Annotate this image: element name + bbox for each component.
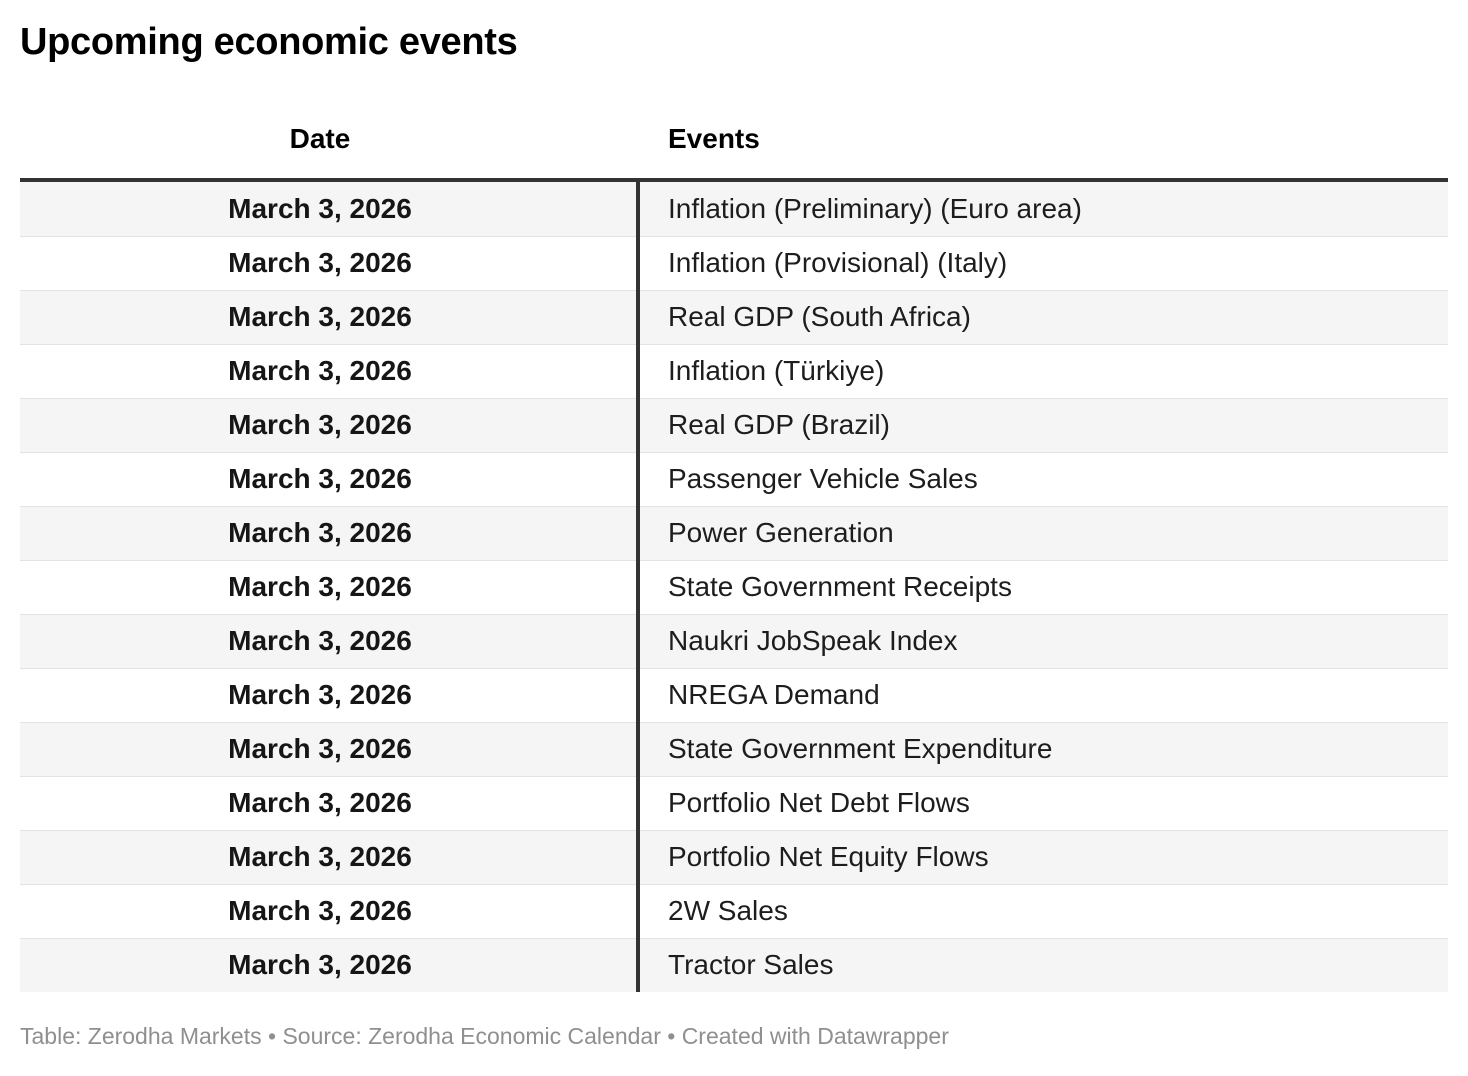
table-header-row: Date Events [20,106,1448,182]
table-row: March 3, 2026 Real GDP (Brazil) [20,397,1448,452]
date-cell: March 3, 2026 [228,625,412,657]
date-cell: March 3, 2026 [228,733,412,765]
event-cell: Real GDP (Brazil) [668,409,890,441]
table-row: March 3, 2026 Tractor Sales [20,937,1448,992]
event-cell: Inflation (Türkiye) [668,355,885,387]
event-cell: Passenger Vehicle Sales [668,463,978,495]
table-row: March 3, 2026 Inflation (Provisional) (I… [20,235,1448,290]
event-cell: Power Generation [668,517,894,549]
event-cell: State Government Expenditure [668,733,1053,765]
date-cell: March 3, 2026 [228,409,412,441]
event-cell: NREGA Demand [668,679,880,711]
page-title: Upcoming economic events [20,21,518,63]
date-cell: March 3, 2026 [228,517,412,549]
table-row: March 3, 2026 Power Generation [20,505,1448,560]
event-cell: State Government Receipts [668,571,1012,603]
table-row: March 3, 2026 Portfolio Net Debt Flows [20,775,1448,830]
date-cell: March 3, 2026 [228,787,412,819]
date-cell: March 3, 2026 [228,571,412,603]
event-cell: Inflation (Preliminary) (Euro area) [668,192,1082,224]
table-row: March 3, 2026 Inflation (Preliminary) (E… [20,181,1448,236]
date-cell: March 3, 2026 [228,247,412,279]
table-row: March 3, 2026 Portfolio Net Equity Flows [20,829,1448,884]
date-cell: March 3, 2026 [228,301,412,333]
table-row: March 3, 2026 NREGA Demand [20,667,1448,722]
table-row: March 3, 2026 Naukri JobSpeak Index [20,613,1448,668]
table-row: March 3, 2026 State Government Receipts [20,559,1448,614]
date-cell: March 3, 2026 [228,355,412,387]
footer-attribution: Table: Zerodha Markets • Source: Zerodha… [20,1022,949,1049]
event-cell: Real GDP (South Africa) [668,301,971,333]
table-row: March 3, 2026 State Government Expenditu… [20,721,1448,776]
table-row: March 3, 2026 Real GDP (South Africa) [20,289,1448,344]
date-cell: March 3, 2026 [228,463,412,495]
event-cell: Portfolio Net Equity Flows [668,841,989,873]
event-cell: Tractor Sales [668,949,834,981]
date-cell: March 3, 2026 [228,841,412,873]
column-divider [636,181,640,992]
date-cell: March 3, 2026 [228,949,412,981]
event-cell: Portfolio Net Debt Flows [668,787,970,819]
table-row: March 3, 2026 Inflation (Türkiye) [20,343,1448,398]
table-row: March 3, 2026 Passenger Vehicle Sales [20,451,1448,506]
table-row: March 3, 2026 2W Sales [20,883,1448,938]
event-cell: Inflation (Provisional) (Italy) [668,247,1008,279]
date-cell: March 3, 2026 [228,895,412,927]
page: Upcoming economic events Date Events Mar… [20,21,1448,1049]
event-cell: Naukri JobSpeak Index [668,625,958,657]
event-cell: 2W Sales [668,895,788,927]
date-cell: March 3, 2026 [228,679,412,711]
column-header-date: Date [289,122,351,154]
date-cell: March 3, 2026 [228,192,412,224]
column-header-events: Events [668,122,760,154]
table-body: March 3, 2026 Inflation (Preliminary) (E… [20,181,1448,992]
